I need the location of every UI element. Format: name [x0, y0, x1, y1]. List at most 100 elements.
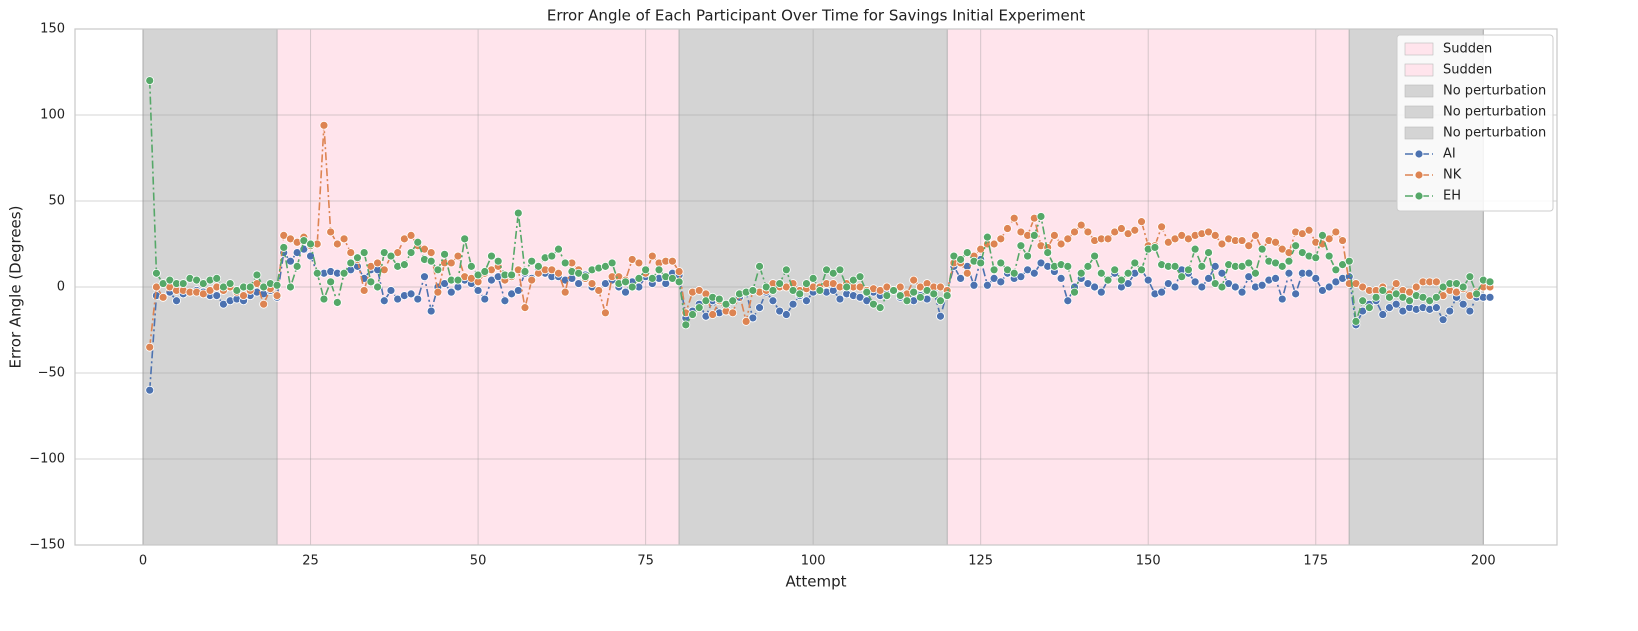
marker: [895, 291, 905, 301]
marker: [1217, 239, 1227, 249]
marker: [996, 258, 1006, 268]
marker: [339, 268, 349, 278]
marker: [533, 261, 543, 271]
marker: [1204, 273, 1213, 283]
marker: [560, 258, 570, 268]
marker: [601, 308, 610, 318]
marker: [875, 303, 885, 313]
marker: [1304, 268, 1314, 278]
marker: [1304, 225, 1314, 235]
marker: [312, 268, 322, 278]
marker: [1170, 261, 1180, 271]
marker: [936, 311, 945, 321]
marker: [1445, 306, 1455, 316]
marker: [379, 296, 389, 306]
marker: [1090, 251, 1100, 261]
marker: [1277, 261, 1287, 271]
marker: [1150, 243, 1160, 252]
marker: [1029, 268, 1039, 278]
marker: [527, 256, 537, 266]
marker: [286, 282, 295, 292]
marker: [1291, 289, 1301, 299]
marker: [1036, 212, 1046, 221]
marker: [346, 248, 356, 258]
marker: [1070, 287, 1079, 297]
marker: [453, 251, 463, 261]
legend-swatch: [1404, 126, 1434, 140]
marker: [1251, 230, 1260, 240]
marker: [835, 265, 845, 275]
marker: [1472, 289, 1481, 299]
marker: [212, 291, 222, 301]
marker: [641, 265, 651, 275]
marker: [996, 234, 1006, 244]
marker: [587, 279, 597, 288]
marker: [1090, 282, 1100, 292]
marker: [969, 280, 979, 290]
marker: [621, 287, 630, 297]
marker: [1284, 268, 1294, 278]
marker: [989, 265, 999, 275]
y-tick-label: 100: [40, 108, 65, 123]
marker: [634, 258, 644, 268]
marker: [775, 279, 785, 288]
marker: [413, 237, 423, 247]
marker: [996, 277, 1006, 287]
marker: [1257, 244, 1267, 254]
marker: [574, 279, 584, 288]
marker: [1458, 299, 1468, 309]
marker: [1311, 253, 1321, 263]
marker: [1063, 261, 1073, 271]
marker: [373, 282, 382, 292]
marker: [1485, 292, 1495, 302]
marker: [239, 291, 248, 301]
marker: [708, 310, 718, 319]
marker: [326, 277, 336, 287]
marker: [1431, 277, 1441, 287]
marker: [259, 299, 269, 309]
marker: [1076, 220, 1086, 230]
x-tick-label: 200: [1471, 554, 1496, 569]
marker: [755, 303, 764, 313]
marker: [1117, 275, 1126, 285]
marker: [668, 256, 677, 266]
marker: [580, 272, 590, 282]
marker: [1271, 237, 1280, 247]
marker: [681, 320, 691, 330]
marker: [915, 292, 925, 302]
marker: [446, 287, 456, 297]
marker: [547, 251, 557, 261]
marker: [1190, 244, 1200, 254]
marker: [413, 294, 423, 304]
marker: [962, 248, 972, 258]
marker: [487, 251, 496, 261]
marker: [420, 272, 429, 282]
marker: [145, 76, 155, 85]
marker: [1358, 296, 1368, 306]
marker: [513, 208, 523, 218]
legend-swatch: [1404, 105, 1434, 119]
marker: [1244, 241, 1254, 251]
legend-label: Sudden: [1443, 63, 1492, 78]
marker: [768, 286, 778, 295]
marker: [1251, 268, 1260, 278]
marker: [1009, 268, 1019, 278]
chart-title: Error Angle of Each Participant Over Tim…: [547, 7, 1085, 25]
marker: [728, 296, 738, 306]
legend-marker: [1414, 191, 1424, 201]
marker: [621, 277, 630, 287]
marker: [560, 287, 570, 297]
marker: [373, 258, 382, 268]
marker: [386, 251, 396, 261]
marker: [406, 289, 416, 299]
marker: [1217, 268, 1227, 278]
marker: [594, 286, 604, 295]
marker: [319, 120, 329, 130]
marker: [1431, 292, 1441, 302]
marker: [1338, 236, 1347, 245]
marker: [909, 275, 919, 285]
marker: [1123, 268, 1133, 278]
marker: [406, 248, 416, 258]
marker: [406, 230, 416, 240]
marker: [929, 289, 939, 299]
